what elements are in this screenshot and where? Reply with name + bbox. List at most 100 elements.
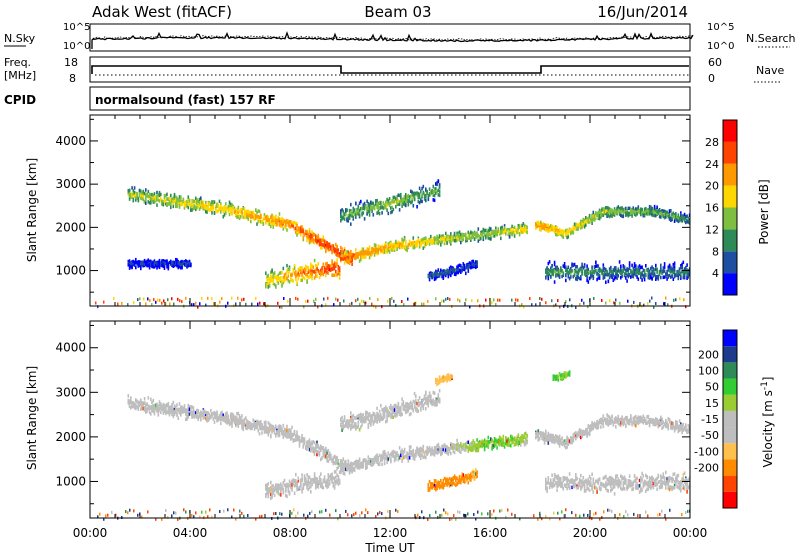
echo-cell <box>295 226 297 231</box>
echo-cell <box>278 431 281 436</box>
echo-cell <box>323 240 326 244</box>
velocity-echo-cells <box>97 370 691 521</box>
echo-cell <box>437 193 440 197</box>
echo-cell <box>148 196 151 201</box>
echo-cell <box>155 263 157 268</box>
echo-cell <box>197 417 200 422</box>
echo-cell <box>316 440 318 445</box>
echo-cell <box>290 431 292 435</box>
echo-cell <box>133 402 136 406</box>
echo-cell <box>521 223 523 228</box>
power-colorbar-label: Power [dB] <box>757 179 771 244</box>
echo-cell <box>375 202 377 206</box>
echo-cell <box>598 208 601 213</box>
echo-cell <box>366 465 368 470</box>
echo-cell <box>325 262 327 266</box>
echo-cell <box>686 271 688 276</box>
echo-cell <box>403 447 406 452</box>
echo-cell <box>400 245 402 249</box>
echo-cell <box>370 254 372 258</box>
echo-cell <box>656 211 658 216</box>
echo-cell <box>327 271 330 275</box>
echo-cell <box>157 298 159 302</box>
echo-cell <box>433 271 436 276</box>
echo-cell <box>670 265 672 270</box>
echo-cell <box>545 276 547 280</box>
echo-cell <box>287 274 290 278</box>
echo-cell <box>405 454 407 458</box>
echo-cell <box>656 205 658 209</box>
echo-cell <box>436 182 438 187</box>
echo-cell <box>130 193 132 197</box>
echo-cell <box>173 196 176 200</box>
echo-cell <box>398 446 401 450</box>
echo-cell <box>670 218 672 222</box>
echo-cell <box>198 197 201 202</box>
echo-cell <box>277 276 280 280</box>
echo-cell <box>605 280 607 284</box>
echo-cell <box>296 233 298 237</box>
echo-cell <box>345 459 347 464</box>
echo-cell <box>315 239 317 243</box>
echo-cell <box>408 453 411 457</box>
echo-cell <box>267 281 270 286</box>
echo-cell <box>337 459 340 463</box>
echo-cell <box>153 198 156 203</box>
echo-cell <box>153 298 155 302</box>
echo-cell <box>650 266 652 271</box>
echo-cell <box>636 267 638 272</box>
echo-cell <box>392 195 395 200</box>
echo-cell <box>655 263 657 268</box>
echo-cell <box>450 273 452 278</box>
echo-cell <box>433 237 436 242</box>
echo-cell <box>217 208 220 213</box>
echo-cell <box>473 231 476 235</box>
echo-cell <box>158 400 161 404</box>
echo-cell <box>261 423 263 428</box>
echo-cell <box>302 227 305 232</box>
echo-cell <box>375 248 377 252</box>
echo-cell <box>286 431 288 436</box>
echo-cell <box>325 450 327 454</box>
echo-cell <box>288 280 291 284</box>
echo-cell <box>561 234 563 238</box>
echo-cell <box>511 298 513 302</box>
echo-cell <box>602 213 605 217</box>
echo-cell <box>470 261 472 266</box>
echo-cell <box>575 277 577 281</box>
echo-cell <box>551 227 553 232</box>
echo-cell <box>202 411 205 416</box>
echo-cell <box>221 412 223 416</box>
echo-cell <box>515 227 517 232</box>
echo-cell <box>687 269 690 273</box>
echo-cell <box>307 444 310 448</box>
echo-cell <box>298 266 301 271</box>
echo-cell <box>660 267 662 272</box>
echo-cell <box>156 405 158 410</box>
echo-cell <box>223 213 226 217</box>
echo-cell <box>632 273 635 277</box>
echo-cell <box>322 238 325 242</box>
echo-cell <box>350 259 352 263</box>
echo-cell <box>136 399 138 404</box>
echo-cell <box>452 237 455 241</box>
echo-cell <box>393 195 396 200</box>
echo-cell <box>230 421 232 426</box>
echo-cell <box>435 186 437 191</box>
echo-cell <box>308 227 311 232</box>
echo-cell <box>526 230 528 235</box>
echo-cell <box>270 274 272 278</box>
echo-cell <box>679 297 681 301</box>
echo-cell <box>656 267 658 272</box>
echo-cell <box>145 192 147 197</box>
echo-cell <box>368 205 371 210</box>
echo-cell <box>335 269 337 274</box>
echo-cell <box>178 203 181 208</box>
echo-cell <box>310 232 312 237</box>
echo-cell <box>377 247 380 252</box>
echo-cell <box>351 301 353 305</box>
echo-cell <box>456 231 458 236</box>
echo-cell <box>217 418 220 422</box>
echo-cell <box>222 206 225 210</box>
echo-cell <box>263 215 266 220</box>
